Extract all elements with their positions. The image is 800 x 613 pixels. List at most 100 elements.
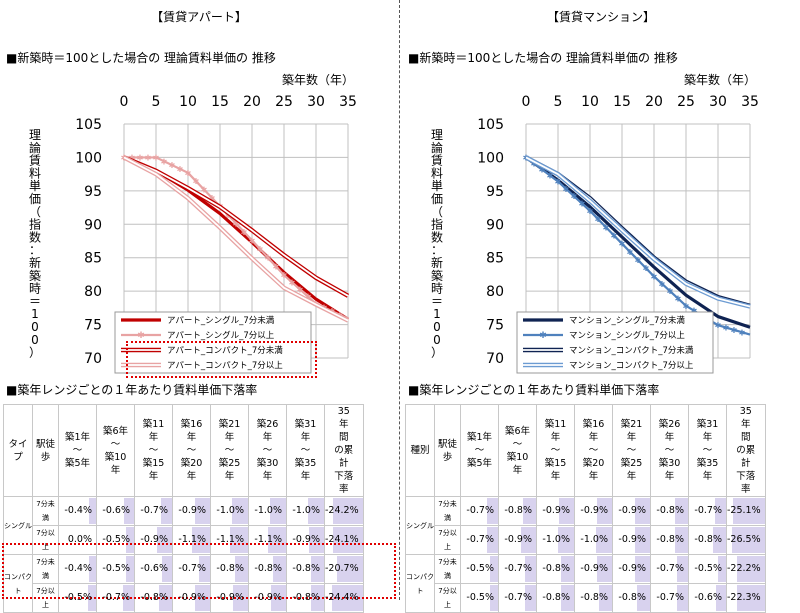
header-range: 築1年 ～ 築5年 [58,404,97,497]
series-marker: ✱ [651,272,658,281]
y-tick-label: 80 [84,284,102,300]
series-marker: ✱ [611,231,618,240]
rate-value: -0.6% [102,505,130,516]
rate-cell: -1.0% [574,525,613,555]
rate-bar [89,556,96,582]
rate-value: -0.7% [466,534,494,545]
header-range-text: 築11 [544,419,567,430]
series-marker: ✱ [257,245,264,254]
rate-bar [490,585,498,611]
rate-value: -0.6% [140,563,168,574]
rate-cell: -0.9% [612,525,651,555]
rate-cell: -0.8% [536,583,575,613]
y-tick-label: 75 [486,318,504,334]
rate-cell: -0.6% [96,496,135,526]
rate-bar [677,585,688,611]
walk-label: 7分未満 [32,496,59,526]
header-range: 築6年～築10 年 [498,404,537,497]
rate-value: -0.9% [618,563,646,574]
table-row: 7分以上 -0.7% -0.9% -1.0% -1.0% -0.9% -0.8% -0.8% -… [406,525,766,555]
header-range: 築31 年 ～ 築35 年 [286,404,325,497]
x-tick-label: 15 [211,94,229,110]
header-range-text: 築35 [696,458,719,469]
header-range-text: ～ [262,445,273,456]
rate-bar [558,527,574,553]
cumulative-cell: -24.1% [324,525,364,555]
series-marker: ✱ [555,177,562,186]
series-marker: ✱ [603,223,610,232]
header-cumulative-text: 計 [741,458,751,469]
header-range-text: 築26 [658,419,681,430]
y-axis-label: 理論賃料単価（指数：新築時＝ 1 0 0） [29,128,41,360]
rate-value: -0.5% [102,563,130,574]
header-cumulative-text: の累 [334,445,354,456]
legend-entry: マンション_シングル_7分以上 [569,330,685,341]
header-range-text: 築16 [582,419,605,430]
x-tick-label: 25 [677,94,695,110]
x-tick-label: 20 [243,94,261,110]
rate-bar [268,527,286,553]
legend-entry: アパート_コンパクト_7分未満 [167,345,283,356]
header-range-text: 築10 [506,451,529,463]
rate-bar [126,556,134,582]
rate-value: -0.7% [140,505,168,516]
rate-bar [490,556,498,582]
rate-bar [675,527,688,553]
panel-title: 【賃貸マンション】 [546,10,655,24]
rate-cell: -0.8% [650,525,689,555]
header-range-text: ～ [588,445,599,456]
series-marker: ✱ [619,240,626,249]
header-range-text: 年 [262,432,273,443]
header-range-text: ～ [186,445,197,456]
header-cumulative-text: 率 [339,484,349,495]
cumulative-cell: -22.3% [726,583,766,613]
series-marker: ✱ [627,248,634,257]
rate-value: -0.9% [542,505,570,516]
header-range-text: ～ [72,445,83,456]
header-range-text: 築21 [218,419,241,430]
header-range-text: 年 [588,471,599,482]
table-row: 7分以上 0.0% -0.5% -0.9% -1.1% -1.1% -1.1% -0.9% -2… [4,525,364,555]
series-marker: ✱ [265,254,272,263]
rate-bar [716,585,726,611]
rate-bar [199,556,210,582]
rate-bar [635,556,650,582]
header-range: 築16 年 ～ 築20 年 [172,404,211,497]
x-tick-label: 5 [152,94,161,110]
rate-bar [596,527,612,553]
header-range-text: 築11 [142,419,165,430]
rate-cell: -0.5% [460,554,499,584]
y-tick-label: 95 [486,184,504,200]
header-range-text: ～ [702,445,713,456]
legend-entry: マンション_コンパクト_7分以上 [569,361,694,371]
header-range-text: 年 [300,471,311,482]
rate-value: -0.7% [102,592,130,603]
header-range: 築6年～築10 年 [96,404,135,497]
cumulative-value: -24.1% [325,534,359,545]
rate-value: -0.9% [140,534,168,545]
header-range: 築11 年 ～ 築15 年 [134,404,173,497]
series-line-inner [525,156,751,308]
header-range-text: 築26 [256,419,279,430]
series-marker: ✱ [683,302,690,311]
series-marker: ✱ [691,307,698,316]
header-range-text: ～ [664,445,675,456]
rate-bar [309,527,324,553]
walk-label: 7分未満 [434,554,461,584]
rate-cell: -0.9% [612,496,651,526]
header-range: 築11 年 ～ 築15 年 [536,404,575,497]
walk-label: 7分以上 [434,583,461,613]
series-marker: ✱ [169,161,176,170]
rate-cell: -0.8% [210,554,249,584]
rate-cell: -0.4% [58,496,97,526]
rate-value: -0.5% [102,534,130,545]
series-marker: ✱ [595,215,602,224]
y-tick-label: 75 [84,318,102,334]
rate-cell: -0.5% [96,525,135,555]
header-cumulative-text: 年 [339,419,349,430]
series-marker: ✱ [715,321,722,330]
rate-cell: -0.8% [612,583,651,613]
series-marker: ✱ [161,157,168,166]
header-range-text: 年 [110,464,121,476]
series-marker: ✱ [731,326,738,335]
